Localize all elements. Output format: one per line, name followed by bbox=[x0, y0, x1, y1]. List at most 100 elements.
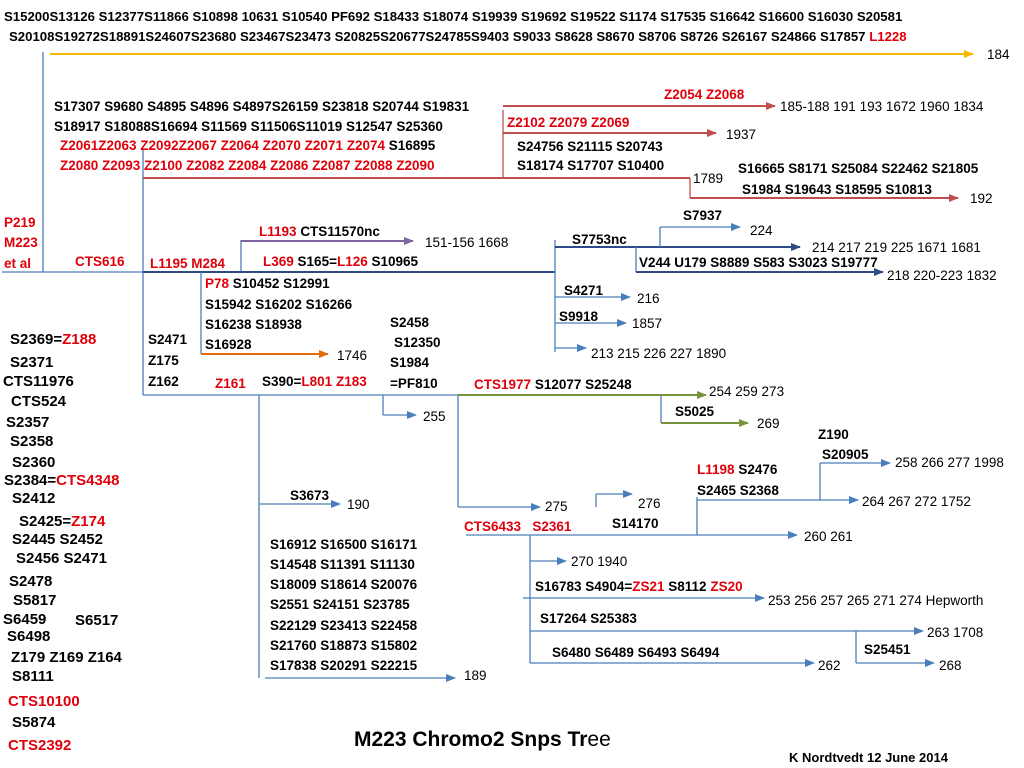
lower-snps-line-2: S14548 S11391 S11130 bbox=[270, 557, 415, 572]
header-snp-line-2-text: S20108S19272S18891S24607S23680 S23467S23… bbox=[9, 29, 866, 44]
lower-snps-line-6: S21760 S18873 S15802 bbox=[270, 638, 418, 653]
label-s16783: S16783 S4904=ZS21 S8112 ZS20 bbox=[535, 579, 743, 595]
label-s18174: S18174 S17707 S10400 bbox=[517, 158, 665, 173]
count-258: 258 266 277 1998 bbox=[895, 455, 1004, 470]
left-s5874: S5874 bbox=[12, 714, 56, 731]
count-192: 192 bbox=[970, 191, 993, 206]
label-l801: L801 Z183 bbox=[301, 374, 367, 389]
label-l126: L126 bbox=[336, 254, 368, 269]
count-184: 184 bbox=[987, 47, 1010, 62]
left-s2384-text: S2384= bbox=[4, 472, 57, 489]
label-z190: Z190 bbox=[818, 427, 849, 442]
count-255: 255 bbox=[423, 409, 446, 424]
label-l1198-red: L1198 bbox=[697, 462, 735, 477]
label-s25451: S25451 bbox=[864, 642, 911, 657]
lower-snps-line-4: S2551 S24151 S23785 bbox=[270, 597, 410, 612]
chart-title: M223 Chromo2 Snps Tree bbox=[354, 729, 611, 750]
left-s2425: S2425=Z174 bbox=[19, 514, 105, 530]
left-cts4348: CTS4348 bbox=[56, 472, 120, 489]
count-276: 276 bbox=[638, 496, 661, 511]
left-s2360: S2360 bbox=[12, 454, 56, 471]
count-214: 214 217 219 225 1671 1681 bbox=[812, 240, 981, 255]
label-v244: V244 U179 S8889 S583 S3023 S19777 bbox=[639, 255, 878, 270]
label-cts616: CTS616 bbox=[75, 254, 125, 269]
left-cts11976: CTS11976 bbox=[3, 373, 74, 390]
count-213: 213 215 226 227 1890 bbox=[591, 346, 727, 361]
label-m223: M223 bbox=[4, 235, 38, 250]
left-s2358: S2358 bbox=[10, 433, 54, 450]
label-s1984-pf: S1984 bbox=[390, 355, 430, 370]
label-s3673: S3673 bbox=[290, 488, 330, 503]
label-l369: L369 S165=L126 S10965 bbox=[263, 254, 418, 270]
label-s5025: S5025 bbox=[675, 404, 715, 419]
header-snp-line-2: S20108S19272S18891S24607S23680 S23467S23… bbox=[9, 29, 907, 45]
label-s10965: S10965 bbox=[371, 254, 419, 269]
label-p78: P78 S10452 S12991 bbox=[205, 276, 330, 292]
label-l369-red: L369 bbox=[263, 254, 294, 269]
upper-snps-line-1: S17307 S9680 S4895 S4896 S4897S26159 S23… bbox=[54, 99, 470, 114]
label-s7937: S7937 bbox=[683, 208, 723, 223]
left-cts2392: CTS2392 bbox=[8, 737, 72, 754]
header-snp-line-1: S15200S13126 S12377S11866 S10898 10631 S… bbox=[4, 9, 903, 24]
label-s8112: S8112 bbox=[668, 579, 707, 594]
label-s2458: S2458 bbox=[390, 315, 430, 330]
label-s165: S165= bbox=[297, 254, 337, 269]
count-218: 218 220-223 1832 bbox=[887, 268, 997, 283]
left-s8111: S8111 bbox=[12, 668, 54, 685]
label-p78-snps-3: S16238 S18938 bbox=[205, 317, 302, 332]
label-p78-snps-2: S15942 S16202 S16266 bbox=[205, 297, 353, 312]
label-s6480: S6480 S6489 S6493 S6494 bbox=[552, 645, 720, 660]
left-s6498: S6498 bbox=[7, 628, 51, 645]
count-1746: 1746 bbox=[337, 348, 368, 363]
left-s6517: S6517 bbox=[75, 612, 119, 629]
left-s5817: S5817 bbox=[13, 592, 57, 609]
upper-snps-line-2: S18917 S18088S16694 S11569 S11506S11019 … bbox=[54, 119, 443, 134]
left-s2384: S2384=CTS4348 bbox=[4, 473, 120, 489]
count-263: 263 1708 bbox=[927, 625, 984, 640]
count-254: 254 259 273 bbox=[709, 384, 785, 399]
count-270: 270 1940 bbox=[571, 554, 628, 569]
label-s12350: S12350 bbox=[394, 335, 441, 350]
label-p78-red: P78 bbox=[205, 276, 230, 291]
left-s2478: S2478 bbox=[9, 573, 53, 590]
count-224: 224 bbox=[750, 223, 773, 238]
label-l1193-red: L1193 bbox=[259, 224, 297, 239]
count-1789: 1789 bbox=[693, 171, 724, 186]
label-cts1977: CTS1977 S12077 S25248 bbox=[474, 377, 632, 393]
label-z2102: Z2102 Z2079 Z2069 bbox=[507, 115, 630, 130]
count-189: 189 bbox=[464, 668, 487, 683]
label-zs21: ZS21 bbox=[632, 579, 665, 594]
label-s7753: S7753nc bbox=[572, 232, 627, 247]
upper-snps-line-3: Z2061Z2063 Z2092Z2067 Z2064 Z2070 Z2071 … bbox=[60, 138, 435, 154]
left-z188: Z188 bbox=[62, 331, 97, 348]
count-269: 269 bbox=[757, 416, 780, 431]
label-pf810: =PF810 bbox=[390, 376, 438, 391]
chart-title-main: M223 Chromo2 Snps Tr bbox=[354, 728, 588, 751]
left-z174: Z174 bbox=[71, 513, 106, 530]
left-cts524: CTS524 bbox=[11, 393, 67, 410]
label-s2476: S2476 bbox=[738, 462, 778, 477]
label-s20905: S20905 bbox=[822, 447, 869, 462]
label-cts6433-text: CTS6433 bbox=[464, 519, 522, 534]
label-s2361: S2361 bbox=[532, 519, 572, 534]
left-z179: Z179 Z169 Z164 bbox=[11, 649, 122, 666]
left-s2369: S2369=Z188 bbox=[10, 332, 96, 348]
label-s2465: S2465 S2368 bbox=[697, 483, 779, 498]
label-s390: S390=L801 Z183 bbox=[262, 374, 367, 390]
label-s17264: S17264 S25383 bbox=[540, 611, 637, 626]
count-190: 190 bbox=[347, 497, 370, 512]
label-cts1977-snps: S12077 S25248 bbox=[534, 377, 632, 392]
left-s2445: S2445 S2452 bbox=[12, 531, 103, 548]
left-s2425-text: S2425= bbox=[19, 513, 72, 530]
label-l1193: L1193 CTS11570nc bbox=[259, 224, 380, 240]
upper-snps-line-3-red: Z2061Z2063 Z2092Z2067 Z2064 Z2070 Z2071 … bbox=[60, 138, 385, 153]
count-151: 151-156 1668 bbox=[425, 235, 509, 250]
lower-snps-line-3: S18009 S18614 S20076 bbox=[270, 577, 418, 592]
label-zs20: ZS20 bbox=[710, 579, 743, 594]
count-275: 275 bbox=[545, 499, 568, 514]
left-s2412: S2412 bbox=[12, 490, 56, 507]
lower-snps-line-5: S22129 S23413 S22458 bbox=[270, 618, 418, 633]
lower-snps-line-7: S17838 S20291 S22215 bbox=[270, 658, 418, 673]
label-z2054: Z2054 Z2068 bbox=[664, 87, 745, 102]
